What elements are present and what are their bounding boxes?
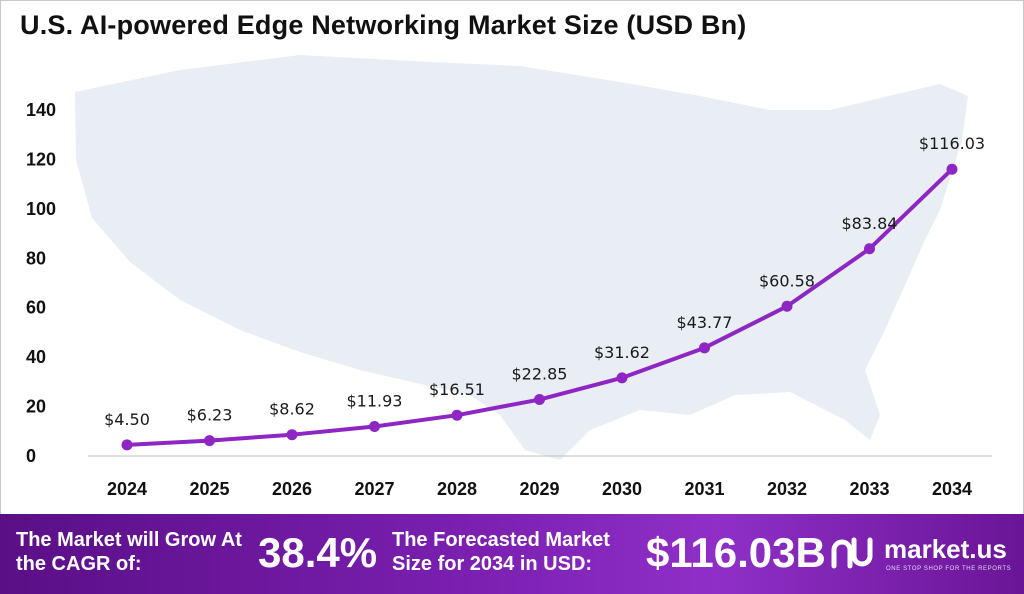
x-tick-label: 2027 (354, 479, 394, 499)
x-tick-label: 2028 (437, 479, 477, 499)
data-point-2033 (864, 243, 875, 255)
brand-logo: market.us ONE STOP SHOP FOR THE REPORTS (830, 534, 1020, 578)
x-tick-label: 2033 (849, 479, 889, 499)
y-tick-label: 120 (26, 149, 56, 169)
data-point-2030 (616, 372, 628, 384)
y-tick-label: 140 (26, 100, 56, 120)
cagr-caption: The Market will Grow At the CAGR of: (16, 529, 242, 575)
data-point-2025 (204, 435, 215, 447)
data-label-2034: $116.03 (919, 134, 985, 153)
summary-banner: The Market will Grow At the CAGR of: 38.… (0, 514, 1024, 594)
y-tick-label: 60 (26, 298, 46, 318)
data-point-2027 (369, 421, 380, 433)
x-tick-label: 2029 (519, 479, 559, 499)
y-tick-label: 20 (26, 397, 46, 417)
x-tick-label: 2026 (272, 479, 312, 499)
data-point-2032 (781, 300, 793, 312)
data-label-2033: $83.84 (842, 214, 898, 233)
y-tick-label: 80 (26, 248, 46, 268)
data-label-2025: $6.23 (187, 406, 233, 425)
x-tick-label: 2025 (189, 479, 229, 499)
forecast-value: $116.03B (646, 529, 826, 576)
x-tick-label: 2030 (602, 479, 642, 499)
data-label-2026: $8.62 (269, 400, 315, 419)
x-tick-label: 2024 (107, 479, 147, 499)
data-label-2029: $22.85 (512, 365, 568, 384)
data-label-2031: $43.77 (677, 313, 733, 332)
usa-map-background (75, 55, 968, 460)
x-tick-label: 2032 (767, 479, 807, 499)
data-label-2030: $31.62 (594, 343, 650, 362)
cagr-value: 38.4% (258, 529, 378, 576)
data-label-2027: $11.93 (347, 392, 403, 411)
data-point-2034 (946, 163, 958, 175)
chart-title: U.S. AI-powered Edge Networking Market S… (20, 10, 747, 40)
data-point-2024 (121, 439, 133, 451)
forecast-caption: The Forecasted Market Size for 2034 in U… (392, 529, 610, 575)
y-tick-label: 40 (26, 347, 46, 367)
data-point-2029 (534, 394, 545, 406)
y-tick-label: 0 (26, 446, 36, 466)
y-tick-label: 100 (26, 199, 56, 219)
brand-tagline: ONE STOP SHOP FOR THE REPORTS (886, 566, 1012, 572)
data-point-2026 (286, 429, 298, 441)
data-label-2028: $16.51 (429, 380, 485, 399)
brand-name: market.us (884, 534, 1007, 564)
data-label-2024: $4.50 (104, 410, 150, 429)
x-tick-label: 2034 (932, 479, 972, 499)
data-point-2028 (451, 409, 463, 421)
x-tick-label: 2031 (684, 479, 724, 499)
market-us-icon (831, 537, 873, 569)
line-chart: 0 20 40 60 80 100 120 140 2024 2025 2026 2027 2028 2… (26, 55, 992, 499)
data-point-2031 (699, 342, 710, 354)
data-label-2032: $60.58 (759, 271, 815, 290)
